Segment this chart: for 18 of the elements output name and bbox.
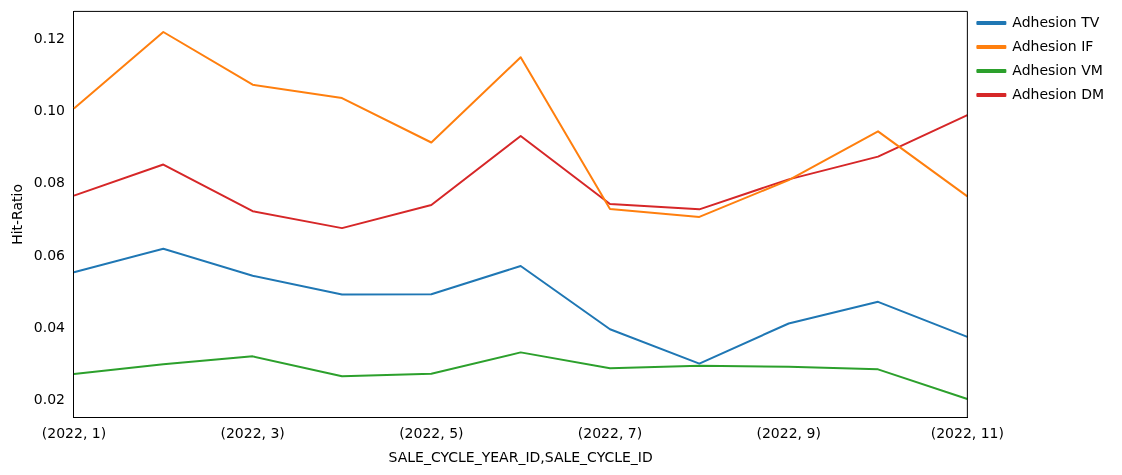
y-tick-label: 0.12 <box>33 29 65 46</box>
y-tick-label: 0.10 <box>33 102 65 119</box>
legend-label: Adhesion DM <box>1012 85 1104 102</box>
x-tick-label: (2022, 11) <box>930 425 1004 442</box>
x-tick-label: (2022, 5) <box>399 425 464 442</box>
x-tick-label: (2022, 9) <box>756 425 821 442</box>
legend-label: Adhesion IF <box>1012 37 1094 54</box>
x-tick-label: (2022, 7) <box>577 425 643 442</box>
y-tick-label: 0.06 <box>33 246 66 263</box>
y-tick-label: 0.02 <box>33 391 65 408</box>
y-tick-label: 0.08 <box>33 174 65 191</box>
y-axis-title: Hit-Ratio <box>9 183 26 245</box>
x-axis-title: SALE_CYCLE_YEAR_ID,SALE_CYCLE_ID <box>388 449 653 466</box>
x-tick-label: (2022, 3) <box>220 425 285 442</box>
y-tick-label: 0.04 <box>33 318 66 335</box>
x-tick-label: (2022, 1) <box>41 425 107 442</box>
legend-label: Adhesion VM <box>1012 61 1103 78</box>
legend-label: Adhesion TV <box>1012 13 1100 30</box>
